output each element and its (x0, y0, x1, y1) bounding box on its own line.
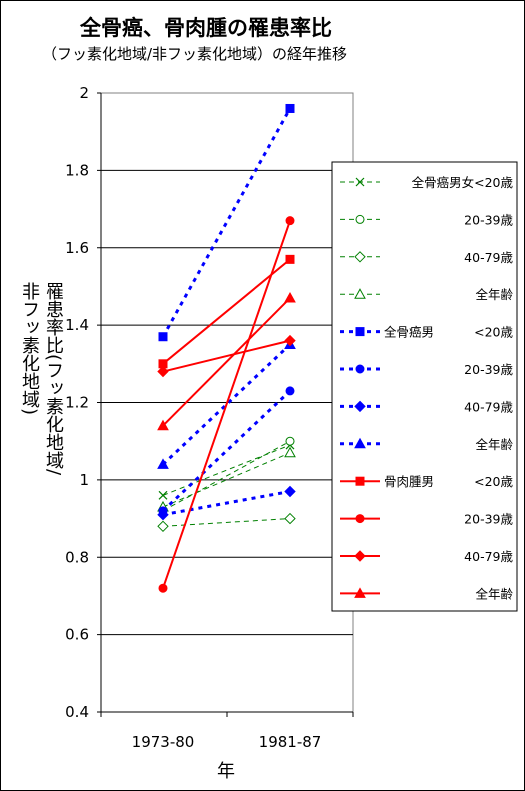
series-line-9 (162, 258, 291, 365)
data-point-4-2 (284, 446, 296, 458)
series-line-10 (162, 220, 291, 589)
y-tick-label: 1.4 (65, 316, 89, 334)
legend-label-8: 全年齢 (475, 437, 513, 452)
chart-subtitle: （フッ素化地域/非フッ素化地域）の経年推移 (42, 45, 348, 63)
data-point-7-2 (284, 485, 296, 498)
legend-marker-12 (354, 587, 366, 598)
y-tick-label: 0.4 (65, 703, 89, 721)
series-line-7 (162, 490, 291, 517)
series-line-8 (161, 343, 292, 466)
legend-label-2: 20-39歳 (464, 212, 513, 227)
data-point-11-2 (284, 334, 296, 347)
legend-label-10: 20-39歳 (464, 512, 513, 527)
y-tick-label: 1 (79, 471, 89, 489)
series-line-2 (162, 440, 291, 512)
data-point-10-1 (158, 583, 168, 593)
y-tick-label: 1.6 (65, 239, 89, 257)
data-point-6-2 (285, 386, 295, 396)
x-axis-label: 年 (217, 761, 235, 782)
legend-label-7: 40-79歳 (464, 399, 513, 414)
legend-label-1: 全骨癌男女<20歳 (412, 175, 514, 190)
legend-label-5: <20歳 (474, 325, 513, 340)
legend-marker-5 (355, 327, 365, 337)
legend-marker-2 (355, 214, 365, 224)
y-tick-label: 1.2 (65, 394, 89, 412)
data-point-5-2 (285, 103, 295, 113)
data-point-2-2 (285, 436, 295, 446)
y-tick-label: 2 (79, 84, 89, 102)
legend-label-3: 40-79歳 (464, 250, 513, 265)
y-tick-label: 0.6 (65, 626, 89, 644)
y-tick-label: 0.8 (65, 548, 89, 566)
x-tick-label: 1973-80 (132, 733, 195, 751)
y-axis-label: 罹患率比(フッ素化地域/ 非フッ素化地域) (12, 282, 72, 600)
y-tick-label: 1.8 (65, 161, 89, 179)
legend-label-4: 全年齢 (475, 287, 513, 302)
legend-label-12: 全年齢 (475, 586, 513, 601)
legend-marker-9 (355, 476, 365, 486)
legend-marker-11 (354, 550, 366, 562)
legend-marker-4 (354, 288, 366, 299)
data-point-9-2 (285, 254, 295, 264)
y-axis-label-line-2: 非フッ素化地域) (19, 282, 40, 416)
series-line-11 (162, 339, 291, 373)
legend-label-6: 20-39歳 (464, 362, 513, 377)
legend-label-9: <20歳 (474, 474, 513, 489)
data-point-3-2 (284, 512, 296, 525)
legend-group-label-9: 骨肉腫男 (384, 474, 434, 489)
legend-marker-10 (355, 514, 365, 524)
data-point-3-1 (157, 520, 169, 533)
legend (331, 161, 518, 612)
legend-group-label-5: 全骨癌男 (384, 325, 434, 340)
legend-label-11: 40-79歳 (464, 549, 513, 564)
legend-marker-1 (355, 177, 365, 187)
x-tick-label: 1981-87 (259, 733, 322, 751)
data-point-8-1 (157, 458, 169, 469)
legend-marker-6 (355, 364, 365, 374)
series-line-12 (162, 297, 291, 427)
legend-marker-8 (354, 437, 366, 449)
data-point-10-2 (285, 216, 295, 226)
data-point-12-2 (284, 292, 296, 303)
y-axis-label-line-1: 罹患率比(フッ素化地域/ (43, 282, 64, 476)
data-point-1-1 (158, 490, 168, 500)
legend-marker-7 (354, 400, 366, 413)
data-point-5-1 (158, 332, 168, 342)
chart-title: 全骨癌、骨肉腫の罹患率比 (80, 16, 332, 40)
data-point-7-1 (157, 508, 169, 521)
data-point-12-1 (157, 419, 169, 431)
series-line-6 (161, 389, 292, 512)
legend-marker-3 (354, 251, 366, 263)
series-line-5 (161, 107, 292, 338)
series-line-1 (162, 444, 291, 496)
data-point-11-1 (157, 365, 169, 378)
